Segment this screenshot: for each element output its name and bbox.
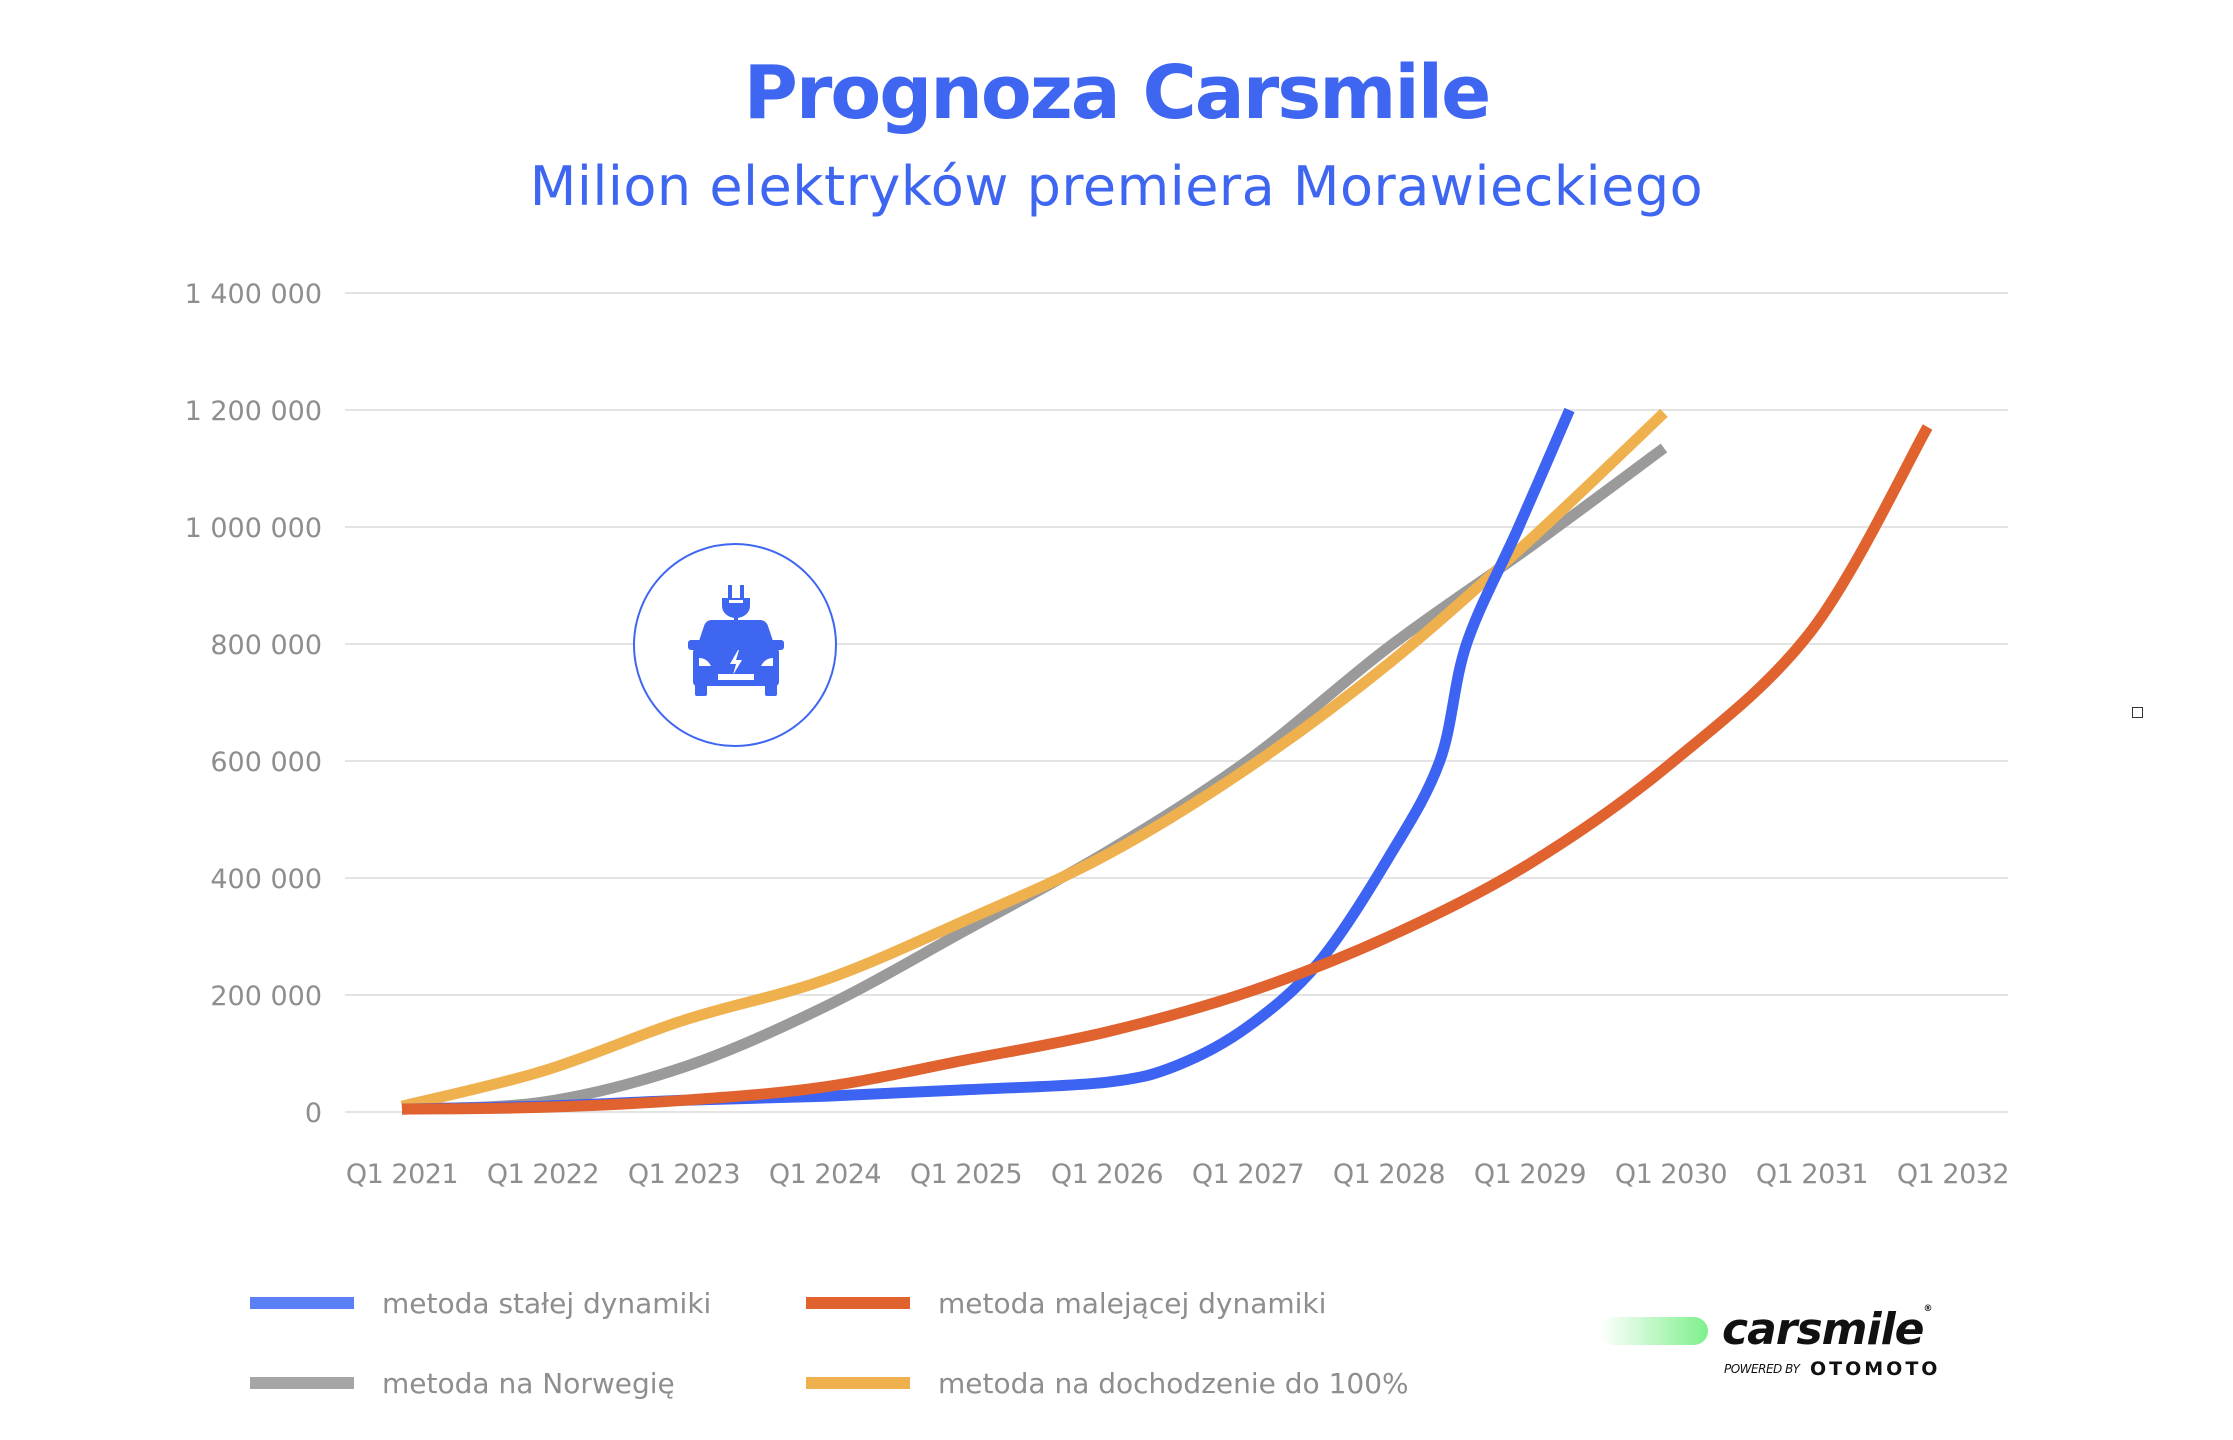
logo-wordmark: carsmile® bbox=[1722, 1304, 1933, 1355]
logo-green-bar bbox=[1600, 1317, 1708, 1345]
x-tick-label: Q1 2025 bbox=[910, 1159, 1022, 1190]
series-norwegia bbox=[401, 443, 1668, 1115]
legend-label: metoda na Norwegię bbox=[382, 1366, 675, 1400]
x-tick-label: Q1 2021 bbox=[346, 1159, 458, 1190]
y-tick-label: 0 bbox=[305, 1098, 322, 1129]
y-tick-label: 1 200 000 bbox=[185, 396, 322, 427]
legend-item-norwegie: metoda na Norwegię bbox=[250, 1358, 675, 1408]
y-tick-label: 200 000 bbox=[210, 981, 322, 1012]
x-tick-label: Q1 2028 bbox=[1333, 1159, 1445, 1190]
y-tick-label: 400 000 bbox=[210, 864, 322, 895]
legend-item-stalej-dynamiki: metoda stałej dynamiki bbox=[250, 1278, 711, 1328]
x-tick-label: Q1 2023 bbox=[628, 1159, 740, 1190]
logo-otomoto: OTOMOTO bbox=[1810, 1358, 1941, 1380]
series-stalej-dynamiki bbox=[401, 407, 1575, 1115]
x-tick-label: Q1 2027 bbox=[1192, 1159, 1304, 1190]
series-dochodzenie-100 bbox=[400, 408, 1668, 1112]
y-tick-label: 1 400 000 bbox=[185, 279, 322, 310]
series-malejacej-dynamiki bbox=[401, 424, 1933, 1115]
legend-label: metoda stałej dynamiki bbox=[382, 1286, 712, 1320]
legend-swatch-gray bbox=[250, 1377, 354, 1389]
legend-swatch-blue bbox=[250, 1297, 354, 1309]
carsmile-logo: carsmile® POWERED BY OTOMOTO bbox=[1600, 1304, 1941, 1392]
legend-label: metoda na dochodzenie do 100% bbox=[938, 1366, 1409, 1400]
chart-subtitle: Milion elektryków premiera Morawieckiego bbox=[529, 155, 1704, 218]
legend-item-dochodzenie-100: metoda na dochodzenie do 100% bbox=[806, 1358, 1409, 1408]
x-tick-label: Q1 2031 bbox=[1756, 1159, 1868, 1190]
y-tick-label: 800 000 bbox=[210, 630, 322, 661]
x-tick-label: Q1 2022 bbox=[487, 1159, 599, 1190]
x-tick-label: Q1 2032 bbox=[1897, 1159, 2009, 1190]
legend-swatch-yellow bbox=[806, 1377, 910, 1389]
x-tick-label: Q1 2024 bbox=[769, 1159, 881, 1190]
data-series bbox=[400, 407, 1933, 1115]
x-tick-label: Q1 2026 bbox=[1051, 1159, 1163, 1190]
y-tick-label: 600 000 bbox=[210, 747, 322, 778]
x-tick-label: Q1 2029 bbox=[1474, 1159, 1586, 1190]
x-tick-label: Q1 2030 bbox=[1615, 1159, 1727, 1190]
electric-car-plug-icon bbox=[633, 543, 837, 747]
logo-powered-by: POWERED BY bbox=[1724, 1362, 1800, 1376]
small-square-marker bbox=[2132, 707, 2143, 718]
gridlines bbox=[345, 292, 2008, 1113]
x-axis: Q1 2021 Q1 2022 Q1 2023 Q1 2024 Q1 2025 Q1 20… bbox=[346, 1159, 2010, 1190]
legend-item-malejacej-dynamiki: metoda malejącej dynamiki bbox=[806, 1278, 1326, 1328]
y-axis: 0 200 000 400 000 600 000 800 000 1 000 000 1 … bbox=[185, 279, 322, 1129]
chart-title: Prognoza Carsmile bbox=[743, 50, 1492, 136]
legend-swatch-orange bbox=[806, 1297, 910, 1309]
y-tick-label: 1 000 000 bbox=[185, 513, 322, 544]
legend-label: metoda malejącej dynamiki bbox=[938, 1286, 1327, 1320]
